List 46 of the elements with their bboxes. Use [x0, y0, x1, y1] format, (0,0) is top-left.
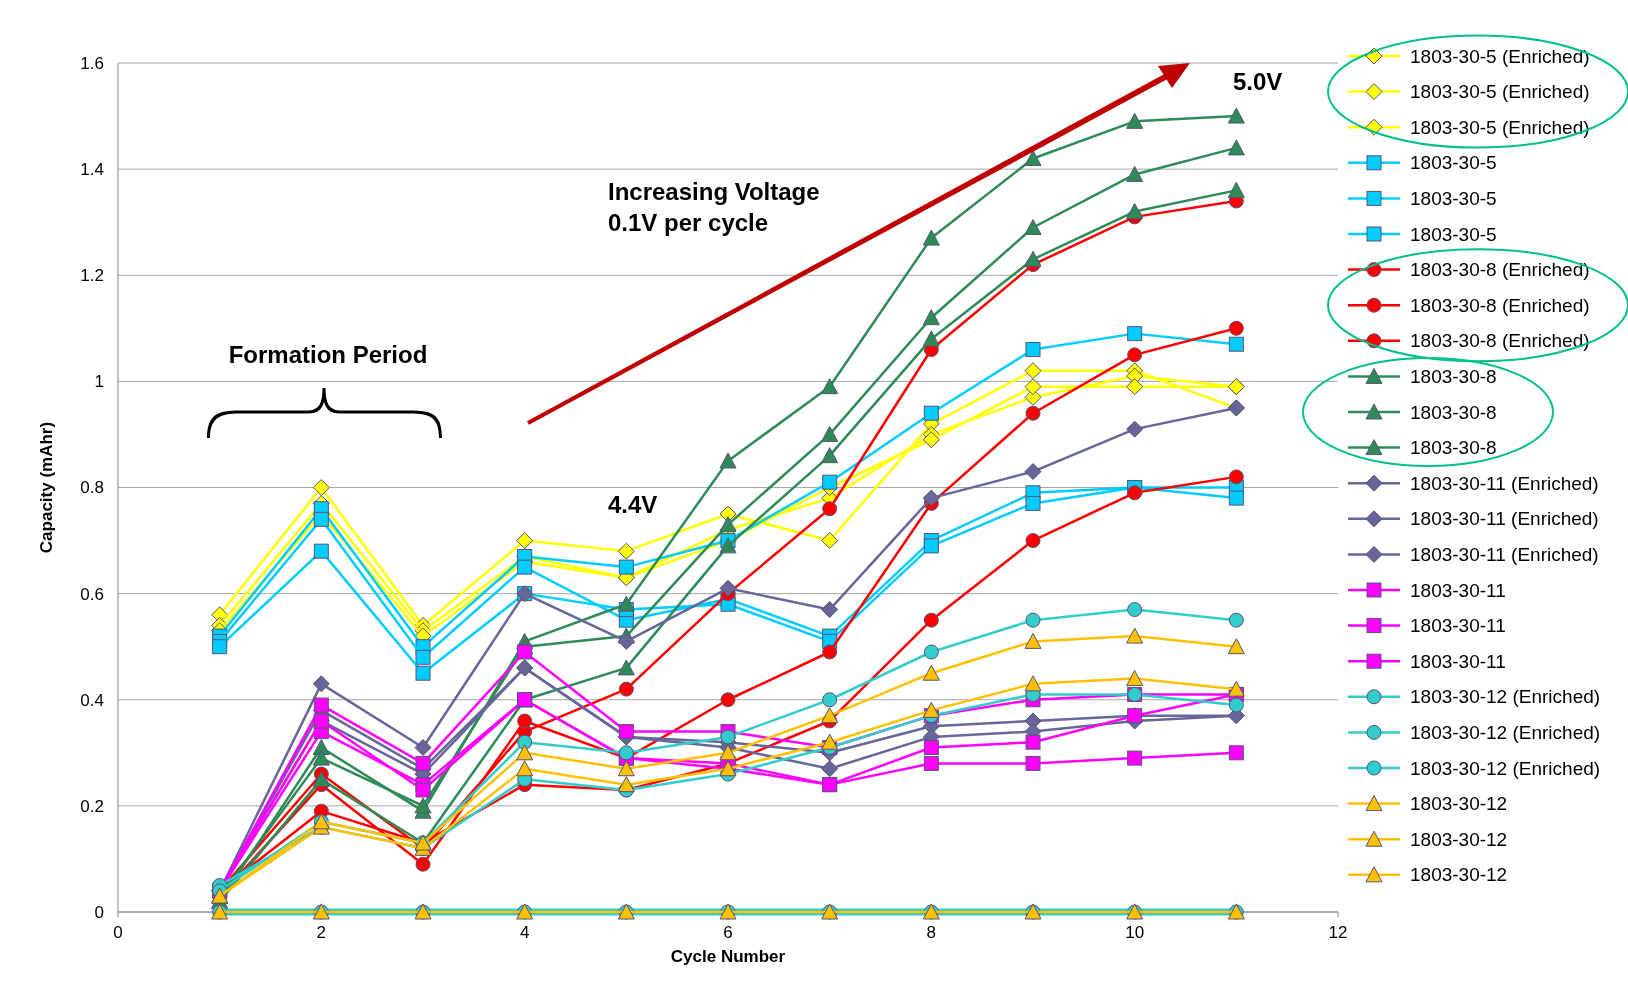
y-tick-label: 0.2: [80, 796, 104, 816]
legend-label: 1803-30-8: [1410, 437, 1497, 459]
y-tick-label: 0: [94, 902, 104, 922]
legend-label: 1803-30-12 (Enriched): [1410, 757, 1601, 779]
legend-label: 1803-30-12: [1410, 793, 1508, 815]
legend-label: 1803-30-11: [1410, 650, 1506, 672]
annotation: 5.0V: [1233, 68, 1283, 95]
legend-label: 1803-30-5 (Enriched): [1410, 116, 1590, 138]
x-tick-label: 6: [723, 923, 733, 942]
legend-label: 1803-30-11 (Enriched): [1410, 472, 1599, 494]
legend-label: 1803-30-12: [1410, 828, 1508, 850]
x-tick-label: 2: [316, 923, 327, 942]
legend-label: 1803-30-11: [1410, 579, 1506, 601]
x-tick-label: 12: [1328, 923, 1348, 942]
annotation: Formation Period: [228, 341, 428, 368]
y-tick-label: 1.2: [80, 266, 104, 286]
y-tick-label: 1.6: [80, 53, 104, 73]
legend-label: 1803-30-5: [1410, 188, 1497, 210]
legend-label: 1803-30-5: [1410, 152, 1497, 174]
annotation: Increasing Voltage 0.1V per cycle: [608, 178, 820, 236]
x-tick-label: 8: [926, 923, 937, 942]
legend-label: 1803-30-5: [1410, 223, 1497, 245]
x-axis-title: Cycle Number: [670, 947, 786, 966]
legend-label: 1803-30-12 (Enriched): [1410, 722, 1601, 744]
y-tick-label: 0.4: [80, 690, 104, 710]
legend-label: 1803-30-12 (Enriched): [1410, 686, 1601, 708]
x-tick-label: 10: [1125, 923, 1145, 942]
legend-label: 1803-30-8 (Enriched): [1410, 259, 1590, 281]
legend-label: 1803-30-11 (Enriched): [1410, 508, 1599, 530]
y-tick-label: 1: [94, 372, 104, 392]
legend-label: 1803-30-5 (Enriched): [1410, 81, 1590, 103]
legend-label: 1803-30-12: [1410, 864, 1508, 886]
legend-label: 1803-30-8: [1410, 401, 1497, 423]
annotation: 4.4V: [608, 491, 658, 518]
y-axis-title: Capacity (mAhr): [37, 421, 56, 554]
x-tick-label: 0: [113, 923, 123, 942]
legend-label: 1803-30-8: [1410, 366, 1497, 388]
y-tick-label: 0.8: [80, 478, 104, 498]
x-tick-label: 4: [519, 923, 530, 942]
legend-label: 1803-30-8 (Enriched): [1410, 330, 1590, 352]
legend-label: 1803-30-5 (Enriched): [1410, 45, 1590, 67]
legend-label: 1803-30-11: [1410, 615, 1506, 637]
legend-label: 1803-30-11 (Enriched): [1410, 544, 1599, 566]
y-tick-label: 0.6: [80, 584, 104, 604]
y-tick-label: 1.4: [80, 160, 104, 180]
legend-label: 1803-30-8 (Enriched): [1410, 294, 1590, 316]
